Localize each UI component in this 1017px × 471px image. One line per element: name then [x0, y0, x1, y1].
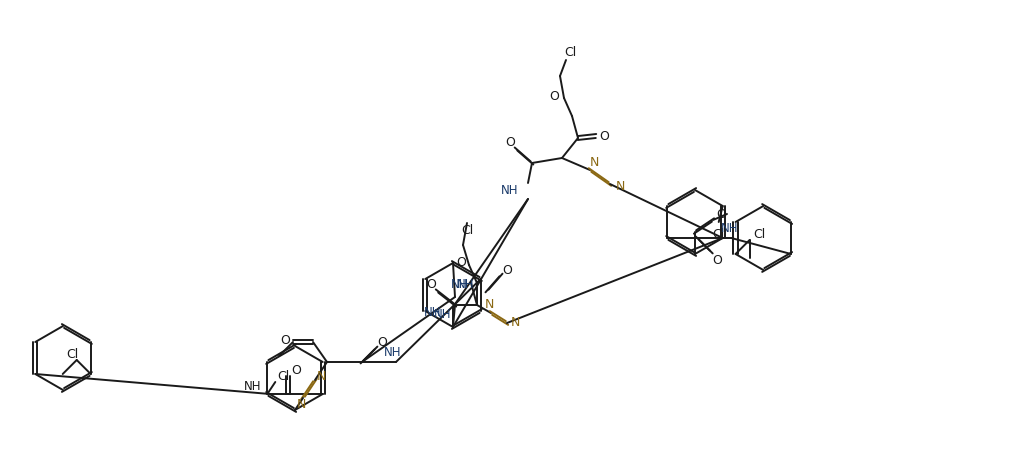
- Text: O: O: [456, 257, 466, 269]
- Text: NH: NH: [384, 346, 402, 358]
- Text: N: N: [615, 179, 624, 193]
- Text: O: O: [505, 137, 515, 149]
- Text: Cl: Cl: [461, 225, 473, 237]
- Text: O: O: [599, 130, 609, 143]
- Text: Cl: Cl: [713, 227, 725, 241]
- Text: O: O: [712, 253, 722, 267]
- Text: O: O: [549, 89, 559, 103]
- Text: NH: NH: [423, 307, 441, 319]
- Text: N: N: [316, 371, 325, 383]
- Text: N: N: [511, 317, 520, 330]
- Text: N: N: [296, 398, 306, 411]
- Text: O: O: [502, 265, 512, 277]
- Text: N: N: [484, 299, 493, 311]
- Text: NH: NH: [433, 309, 451, 322]
- Text: Cl: Cl: [754, 227, 766, 241]
- Text: O: O: [291, 364, 301, 376]
- Text: NH: NH: [457, 278, 475, 292]
- Text: Cl: Cl: [563, 46, 576, 58]
- Text: NH: NH: [452, 277, 469, 291]
- Text: O: O: [716, 208, 726, 220]
- Text: N: N: [589, 155, 599, 169]
- Text: Cl: Cl: [66, 349, 79, 362]
- Text: NH: NH: [721, 221, 738, 235]
- Text: O: O: [426, 278, 436, 292]
- Text: NH: NH: [244, 380, 261, 392]
- Text: O: O: [377, 335, 386, 349]
- Text: Cl: Cl: [278, 370, 290, 382]
- Text: NH: NH: [500, 185, 518, 197]
- Text: O: O: [280, 333, 290, 347]
